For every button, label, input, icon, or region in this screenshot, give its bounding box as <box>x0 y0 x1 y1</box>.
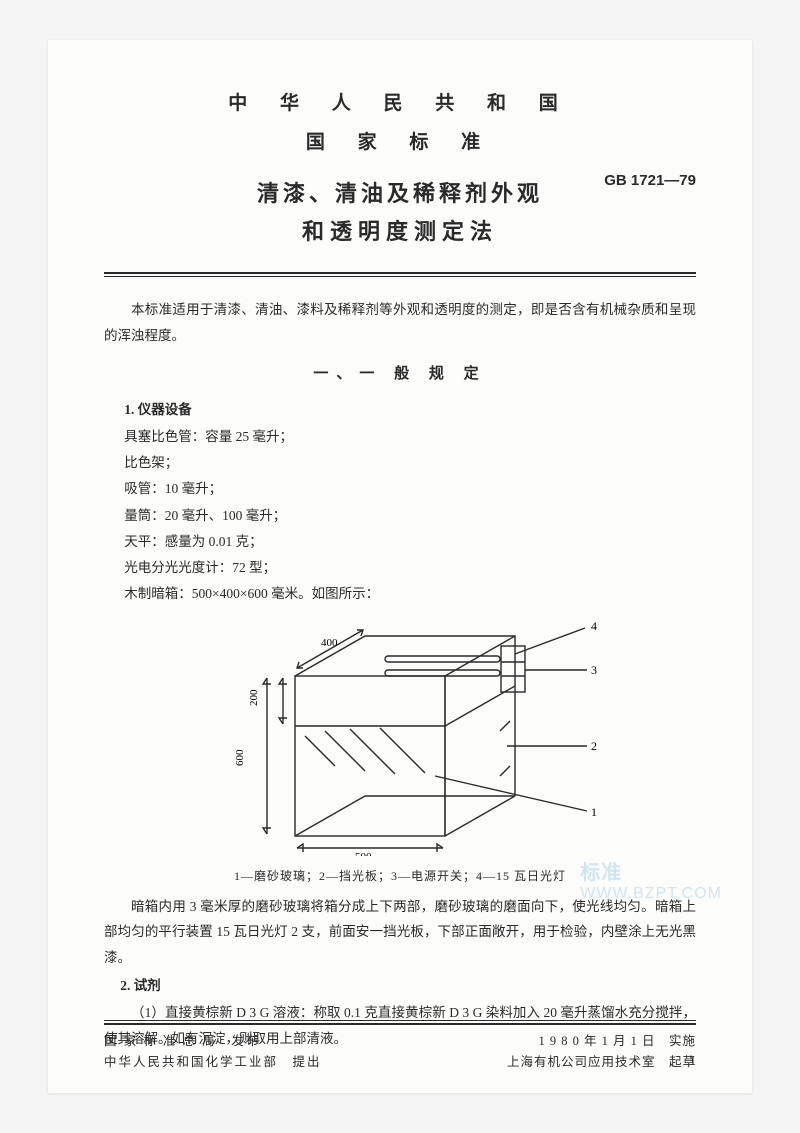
dim-500: 500 <box>355 851 372 856</box>
dim-200: 200 <box>248 689 260 706</box>
callout-2: 2 <box>591 739 597 753</box>
document-footer: 国 家 标 准 总 局 发布 1 9 8 0 年 1 月 1 日 实施 中华人民… <box>104 1020 696 1074</box>
footer-publisher: 国 家 标 准 总 局 发布 <box>104 1031 260 1052</box>
para-darkbox-desc: 暗箱内用 3 毫米厚的磨砂玻璃将箱分成上下两部，磨砂玻璃的磨面向下，使光线均匀。… <box>104 894 696 971</box>
equip-item: 天平：感量为 0.01 克； <box>124 529 696 555</box>
footer-row-2: 中华人民共和国化学工业部 提出 上海有机公司应用技术室 起草 <box>104 1052 696 1073</box>
callout-1: 1 <box>591 805 597 819</box>
document-page: 中 华 人 民 共 和 国 国 家 标 准 GB 1721—79 清漆、清油及稀… <box>48 40 752 1093</box>
footer-effective-date: 1 9 8 0 年 1 月 1 日 实施 <box>538 1031 696 1052</box>
figure-darkbox: 400 200 600 500 4 3 2 1 1—磨砂玻璃；2—挡光板；3—电… <box>104 616 696 884</box>
equip-item: 光电分光光度计：72 型； <box>124 555 696 581</box>
equip-item: 比色架； <box>124 450 696 476</box>
equip-item: 量筒：20 毫升、100 毫升； <box>124 503 696 529</box>
section-1-heading: 一、一 般 规 定 <box>104 362 696 383</box>
figure-caption: 1—磨砂玻璃；2—挡光板；3—电源开关；4—15 瓦日光灯 <box>104 867 696 884</box>
gb-code: GB 1721—79 <box>604 172 696 189</box>
dim-400: 400 <box>321 637 338 649</box>
dim-600: 600 <box>234 749 246 766</box>
standard-label: 国 家 标 准 <box>104 127 696 154</box>
item-2-head: 2. 试剂 <box>104 973 696 999</box>
equip-item: 木制暗箱：500×400×600 毫米。如图所示： <box>124 581 696 607</box>
footer-proposer: 中华人民共和国化学工业部 提出 <box>104 1052 322 1073</box>
footer-rule-thin <box>104 1020 696 1021</box>
equipment-block: 1. 仪器设备 具塞比色管：容量 25 毫升； 比色架； 吸管：10 毫升； 量… <box>124 397 696 608</box>
country-name: 中 华 人 民 共 和 国 <box>104 88 696 115</box>
callout-4: 4 <box>591 619 597 633</box>
equip-item: 吸管：10 毫升； <box>124 476 696 502</box>
footer-row-1: 国 家 标 准 总 局 发布 1 9 8 0 年 1 月 1 日 实施 <box>104 1031 696 1052</box>
page-number: 1 <box>690 1053 697 1069</box>
intro-text: 本标准适用于清漆、清油、漆料及稀释剂等外观和透明度的测定，即是否含有机械杂质和呈… <box>104 297 696 348</box>
footer-drafter: 上海有机公司应用技术室 起草 <box>507 1052 696 1073</box>
callout-3: 3 <box>591 663 597 677</box>
title-line-2: 和透明度测定法 <box>104 214 696 246</box>
rule-thin <box>104 276 696 277</box>
footer-rule-heavy <box>104 1023 696 1025</box>
darkbox-diagram: 400 200 600 500 4 3 2 1 <box>185 616 615 856</box>
intro-paragraph: 本标准适用于清漆、清油、漆料及稀释剂等外观和透明度的测定，即是否含有机械杂质和呈… <box>104 297 696 348</box>
document-header: 中 华 人 民 共 和 国 国 家 标 准 GB 1721—79 清漆、清油及稀… <box>104 88 696 246</box>
equip-item: 具塞比色管：容量 25 毫升； <box>124 424 696 450</box>
rule-heavy <box>104 272 696 274</box>
item-1-head: 1. 仪器设备 <box>124 397 696 423</box>
